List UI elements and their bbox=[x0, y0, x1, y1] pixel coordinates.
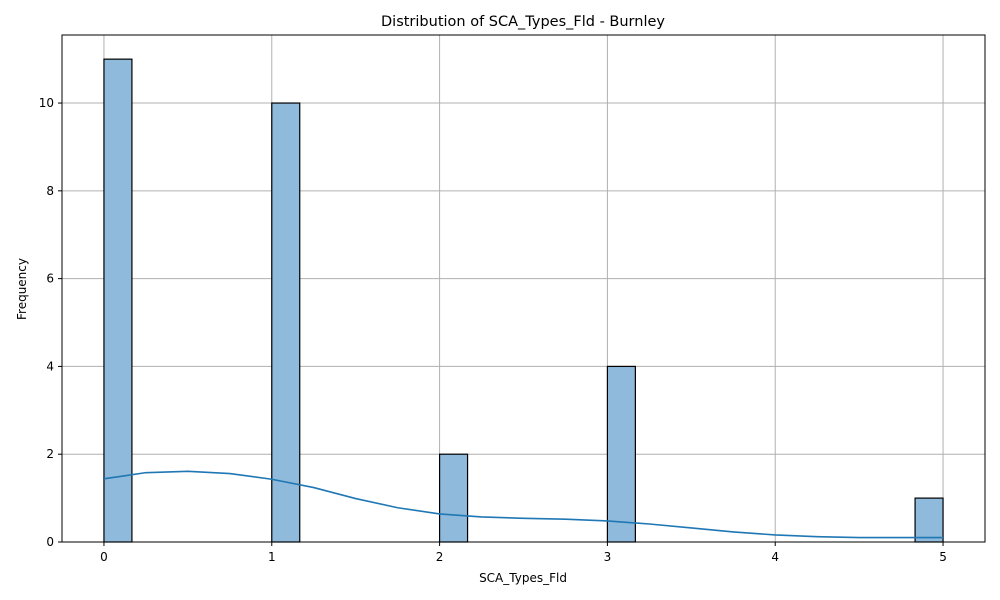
histogram-bar bbox=[103, 58, 133, 543]
kde-curve-group bbox=[103, 470, 944, 539]
x-tick-label: 2 bbox=[436, 550, 444, 564]
histogram-bar bbox=[438, 453, 469, 543]
y-tick-label: 2 bbox=[46, 447, 54, 461]
x-tick-label: 1 bbox=[268, 550, 276, 564]
y-tick-label: 8 bbox=[46, 184, 54, 198]
y-tick-label: 6 bbox=[46, 272, 54, 286]
x-tick-label: 5 bbox=[939, 550, 947, 564]
x-tick-label: 0 bbox=[100, 550, 108, 564]
histogram-bar bbox=[271, 102, 301, 543]
x-axis-ticks: 0 1 2 3 4 5 bbox=[100, 542, 947, 564]
kde-line bbox=[103, 470, 944, 539]
y-axis-label: Frequency bbox=[15, 258, 29, 320]
y-tick-label: 10 bbox=[39, 96, 54, 110]
histogram-bar bbox=[606, 365, 636, 543]
y-tick-label: 4 bbox=[46, 359, 54, 373]
y-tick-label: 0 bbox=[46, 535, 54, 549]
plot-area-frame bbox=[61, 34, 986, 543]
histogram-bar bbox=[914, 497, 944, 543]
x-tick-label: 3 bbox=[604, 550, 612, 564]
chart-title: Distribution of SCA_Types_Fld - Burnley bbox=[381, 14, 665, 30]
x-tick-label: 4 bbox=[771, 550, 779, 564]
grid-lines bbox=[62, 35, 985, 543]
histogram-bars bbox=[103, 58, 944, 543]
y-axis-ticks: 0 2 4 6 8 10 bbox=[39, 96, 62, 549]
x-axis-label: SCA_Types_Fld bbox=[479, 571, 567, 585]
